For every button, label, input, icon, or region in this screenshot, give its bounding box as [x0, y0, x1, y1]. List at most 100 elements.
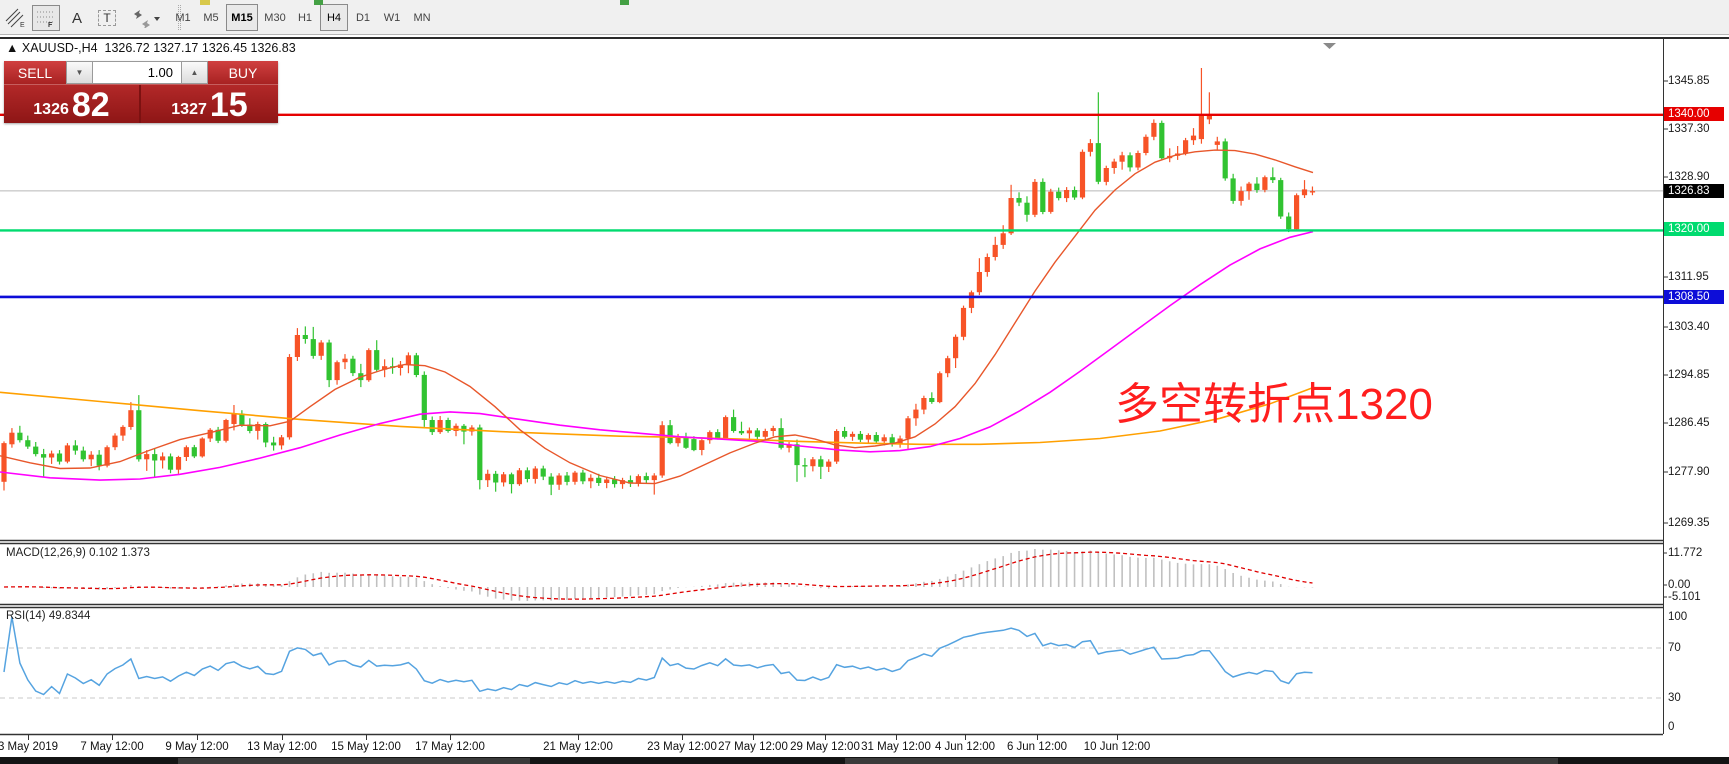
rsi-axis-label: 0: [1668, 721, 1675, 733]
rsi-axis-label: 100: [1668, 611, 1688, 623]
date-axis-label: 21 May 12:00: [543, 741, 613, 753]
price-tag: 1320.00: [1664, 222, 1724, 236]
date-axis-label: 7 May 12:00: [80, 741, 144, 753]
rsi-axis-label: 30: [1668, 692, 1681, 704]
date-axis-label: 9 May 12:00: [165, 741, 229, 753]
ohlc-values: 1326.72 1327.17 1326.45 1326.83: [104, 41, 296, 55]
date-axis-tick: [753, 735, 754, 740]
timeframe-button-d1[interactable]: D1: [355, 11, 371, 24]
ma-slow-line[interactable]: [0, 386, 1314, 446]
buy-price-pips: 15: [209, 86, 248, 124]
buy-price-prefix: 1327: [171, 101, 207, 118]
date-axis-tick: [450, 735, 451, 740]
volume-decrease-button[interactable]: ▼: [66, 61, 93, 84]
text-label-icon[interactable]: T: [94, 5, 120, 31]
symbol-name: XAUUSD-,H4: [21, 41, 98, 55]
sell-button[interactable]: SELL: [4, 61, 66, 84]
fibonacci-grid-icon[interactable]: F: [32, 5, 60, 31]
date-axis-label: 10 Jun 12:00: [1083, 741, 1151, 753]
price-axis-label: 1311.95: [1668, 271, 1709, 283]
arrows-icon[interactable]: [126, 5, 164, 31]
date-axis-tick: [1037, 735, 1038, 740]
timeframe-button-m1[interactable]: M1: [175, 11, 191, 24]
macd-axis-label: 0.00: [1668, 579, 1691, 591]
volume-input[interactable]: 1.00: [93, 61, 181, 84]
price-tag: 1308.50: [1664, 290, 1724, 304]
tick-up-icon: ▲: [6, 41, 19, 55]
macd-signal-line: [3, 551, 1313, 600]
date-axis-label: 6 Jun 12:00: [1006, 741, 1068, 753]
macd-indicator-label: MACD(12,26,9) 0.102 1.373: [6, 547, 150, 559]
date-axis-label: 3 May 2019: [0, 741, 59, 753]
sell-price-pips: 82: [71, 86, 110, 124]
date-axis-tick: [28, 735, 29, 740]
volume-increase-button[interactable]: ▲: [181, 61, 208, 84]
chart-window[interactable]: ▲ XAUUSD-,H4 1326.72 1327.17 1326.45 132…: [0, 35, 1729, 757]
price-axis-label: 1303.40: [1668, 321, 1710, 333]
timeframe-button-w1[interactable]: W1: [383, 11, 401, 24]
cropped-icon-sliver: [620, 0, 629, 5]
toolbar-separator: [178, 5, 181, 30]
date-axis-label: 31 May 12:00: [861, 741, 931, 753]
date-axis-label: 23 May 12:00: [647, 741, 717, 753]
date-axis-tick: [825, 735, 826, 740]
taskbar-fragment[interactable]: [0, 757, 1729, 764]
date-axis-tick: [197, 735, 198, 740]
ma-fast-line[interactable]: [0, 149, 1314, 485]
buy-price[interactable]: 1327 15: [141, 85, 278, 123]
price-axis-label: 1345.85: [1668, 75, 1710, 87]
chart-canvas[interactable]: [0, 35, 1729, 757]
taskbar-button-fragment[interactable]: [178, 758, 530, 764]
rsi-axis-label: 70: [1668, 642, 1681, 654]
price-axis-label: 1286.45: [1668, 417, 1710, 429]
macd-axis-label: 11.772: [1668, 547, 1703, 559]
timeframe-button-m5[interactable]: M5: [203, 11, 219, 24]
date-axis-label: 17 May 12:00: [415, 741, 485, 753]
svg-text:F: F: [48, 22, 53, 28]
price-axis-label: 1328.90: [1668, 171, 1710, 183]
candlestick-series[interactable]: [1, 68, 1316, 496]
taskbar-button-fragment[interactable]: [845, 758, 1558, 764]
timeframe-button-m15[interactable]: M15: [226, 4, 258, 31]
svg-text:E: E: [20, 22, 25, 28]
date-axis-label: 15 May 12:00: [331, 741, 401, 753]
macd-axis-label: -5.101: [1668, 591, 1701, 603]
date-axis-tick: [965, 735, 966, 740]
sell-price-prefix: 1326: [33, 101, 69, 118]
draw-channel-icon[interactable]: E: [2, 5, 30, 31]
timeframe-button-h4[interactable]: H4: [320, 4, 348, 31]
date-axis-tick: [282, 735, 283, 740]
text-icon[interactable]: A: [71, 9, 82, 27]
ma-mid-line[interactable]: [0, 230, 1314, 481]
date-axis-tick: [578, 735, 579, 740]
chart-shift-marker-icon[interactable]: [1323, 43, 1336, 49]
macd-histogram: [11, 549, 1314, 601]
date-axis-label: 4 Jun 12:00: [934, 741, 996, 753]
date-axis-tick: [112, 735, 113, 740]
date-axis-tick: [682, 735, 683, 740]
rsi-indicator-label: RSI(14) 49.8344: [6, 610, 91, 622]
date-axis-tick: [896, 735, 897, 740]
timeframe-button-h1[interactable]: H1: [297, 11, 313, 24]
price-axis-label: 1337.30: [1668, 123, 1710, 135]
date-axis-tick: [366, 735, 367, 740]
timeframe-button-m30[interactable]: M30: [264, 11, 286, 24]
timeframe-button-mn[interactable]: MN: [413, 11, 431, 24]
cropped-icon-sliver: [314, 0, 323, 5]
buy-button[interactable]: BUY: [208, 61, 278, 84]
price-tag: 1326.83: [1664, 184, 1724, 198]
price-axis-label: 1269.35: [1668, 517, 1710, 529]
chart-symbol-title: ▲ XAUUSD-,H4 1326.72 1327.17 1326.45 132…: [6, 41, 296, 55]
price-tag: 1340.00: [1664, 107, 1724, 121]
price-axis-label: 1277.90: [1668, 466, 1710, 478]
chart-annotation-text: 多空转折点1320: [1115, 380, 1433, 429]
date-axis-label: 27 May 12:00: [718, 741, 788, 753]
date-axis-tick: [1117, 735, 1118, 740]
rsi-line: [3, 616, 1313, 696]
date-axis-label: 29 May 12:00: [790, 741, 860, 753]
cropped-icon-sliver: [200, 0, 210, 5]
sell-price[interactable]: 1326 82: [4, 85, 141, 123]
one-click-trading-panel: SELL ▼ 1.00 ▲ BUY 1326 82 1327 15: [4, 61, 278, 123]
